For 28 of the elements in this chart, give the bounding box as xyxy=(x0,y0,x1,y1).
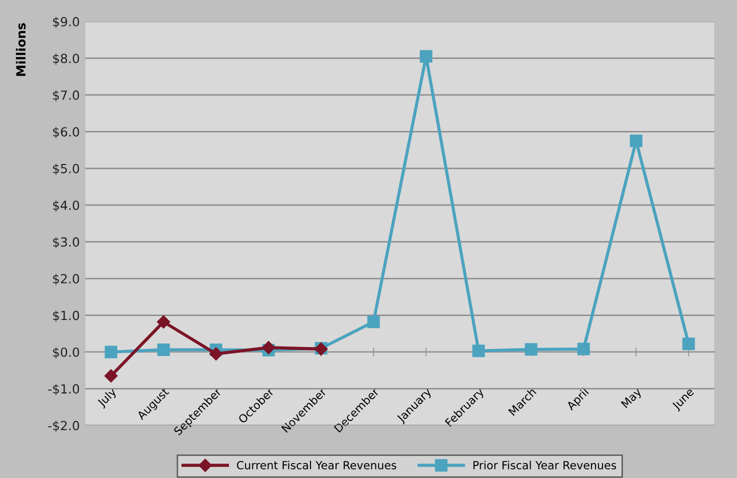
y-tick-label: $8.0 xyxy=(53,53,80,65)
point xyxy=(472,344,485,358)
point xyxy=(420,50,432,63)
point xyxy=(104,346,118,358)
legend-label: Prior Fiscal Year Revenues xyxy=(473,460,616,470)
y-tick-label: $5.0 xyxy=(53,164,80,175)
point xyxy=(209,347,223,360)
y-axis-title: Millions xyxy=(16,23,26,76)
point xyxy=(156,315,170,328)
point xyxy=(524,343,538,356)
y-tick-label: $0.0 xyxy=(53,347,80,359)
y-tick-label: $4.0 xyxy=(53,200,80,212)
y-tick-label: $7.0 xyxy=(53,90,80,102)
point xyxy=(104,369,118,382)
y-tick-label: $9.0 xyxy=(53,16,80,28)
point xyxy=(157,344,170,356)
point xyxy=(367,316,380,328)
y-tick-label: $6.0 xyxy=(53,126,80,138)
point xyxy=(630,134,642,148)
legend-label: Current Fiscal Year Revenues xyxy=(236,460,396,470)
y-tick-label: $1.0 xyxy=(53,310,80,322)
point xyxy=(577,342,590,356)
y-tick-label: $2.0 xyxy=(53,274,80,286)
point xyxy=(262,340,276,354)
y-tick-label: -$2.0 xyxy=(48,420,80,432)
y-tick-label: $3.0 xyxy=(53,237,80,248)
point xyxy=(682,338,695,350)
y-tick-label: -$1.0 xyxy=(48,384,80,396)
